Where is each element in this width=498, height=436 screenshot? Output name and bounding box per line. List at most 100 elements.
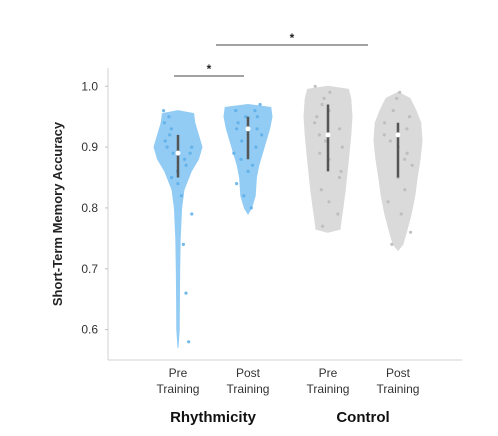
data-point <box>313 121 317 125</box>
x-label-line1: Post <box>236 366 261 380</box>
data-point <box>168 133 172 137</box>
y-tick-label: 0.8 <box>81 201 98 215</box>
axes: 0.6 0.7 0.8 0.9 1.0 Short-Term Memory Accurac… <box>50 68 462 361</box>
data-point <box>176 182 180 186</box>
data-point <box>171 151 175 155</box>
data-point <box>253 109 257 113</box>
data-point <box>162 109 166 113</box>
y-axis-title: Short-Term Memory Accuracy <box>50 121 65 306</box>
data-point <box>254 145 258 149</box>
median-marker <box>175 150 181 156</box>
data-point <box>321 224 325 228</box>
data-point <box>250 163 255 167</box>
median-marker <box>245 126 251 132</box>
data-point <box>169 127 173 131</box>
data-point <box>320 102 324 107</box>
violin-2 <box>223 102 273 215</box>
data-point <box>403 157 407 161</box>
data-point <box>190 212 194 216</box>
data-point <box>255 127 259 131</box>
data-point <box>236 121 240 125</box>
data-point <box>340 145 344 149</box>
significance-marker: * <box>290 31 295 45</box>
data-point <box>405 127 409 131</box>
data-point <box>163 139 167 143</box>
data-point <box>187 340 191 344</box>
data-point <box>242 194 246 198</box>
data-point <box>258 102 262 107</box>
median-marker <box>395 132 401 138</box>
data-point <box>315 115 319 119</box>
data-point <box>179 194 183 198</box>
data-point <box>395 96 399 100</box>
median-marker <box>325 132 331 138</box>
data-point <box>409 230 413 234</box>
significance-marker: * <box>207 62 212 76</box>
x-label-line2: Training <box>377 382 420 396</box>
data-point <box>319 188 323 192</box>
data-point <box>190 145 194 149</box>
x-label-line2: Training <box>227 382 270 396</box>
x-label-line2: Training <box>307 382 350 396</box>
data-point <box>386 200 390 204</box>
data-point <box>337 175 342 180</box>
group-label: Control <box>336 409 389 426</box>
data-point <box>235 182 239 186</box>
y-tick-label: 0.6 <box>81 323 98 337</box>
violin-1 <box>153 109 203 348</box>
y-tick-label: 0.7 <box>81 262 98 276</box>
data-point <box>240 139 244 143</box>
data-point <box>410 163 414 167</box>
violins-layer <box>153 84 423 348</box>
labels-layer: Pre Training Post Training Pre Training Post Tr… <box>157 31 420 426</box>
data-point <box>183 157 187 161</box>
data-point <box>184 163 188 167</box>
y-tick-label: 1.0 <box>81 79 98 93</box>
data-point <box>167 115 171 119</box>
data-point <box>339 169 343 173</box>
x-label-line1: Pre <box>319 366 338 380</box>
data-point <box>165 145 169 149</box>
data-point <box>403 188 407 192</box>
data-point <box>324 139 328 143</box>
data-point <box>390 242 394 246</box>
y-tick-label: 0.9 <box>81 140 98 154</box>
data-point <box>246 169 250 173</box>
violin-body <box>153 110 203 348</box>
data-point <box>398 90 402 94</box>
data-point <box>235 127 239 131</box>
x-label-line1: Pre <box>169 366 188 380</box>
data-point <box>239 157 243 161</box>
data-point <box>232 151 236 155</box>
data-point <box>260 133 264 137</box>
data-point <box>405 151 409 155</box>
data-point <box>382 133 386 137</box>
data-point <box>327 200 331 204</box>
data-point <box>322 96 326 100</box>
data-point <box>318 151 322 155</box>
data-point <box>328 90 332 94</box>
x-label-line2: Training <box>157 382 200 396</box>
data-point <box>184 291 188 295</box>
data-point <box>336 212 340 216</box>
data-point <box>408 115 412 119</box>
data-point <box>162 121 166 125</box>
x-label-line1: Post <box>386 366 411 380</box>
data-point <box>188 151 192 155</box>
data-point <box>388 139 392 143</box>
data-point <box>249 206 253 210</box>
data-point <box>170 175 174 180</box>
data-point <box>313 84 317 88</box>
violin-4 <box>373 90 423 252</box>
data-point <box>391 109 395 113</box>
data-point <box>244 115 248 119</box>
data-point <box>383 121 387 125</box>
violin-3 <box>303 84 353 233</box>
data-point <box>255 115 259 119</box>
data-point <box>234 109 238 113</box>
data-point <box>317 133 321 137</box>
data-point <box>338 127 342 131</box>
data-point <box>399 212 403 216</box>
data-point <box>181 242 185 246</box>
